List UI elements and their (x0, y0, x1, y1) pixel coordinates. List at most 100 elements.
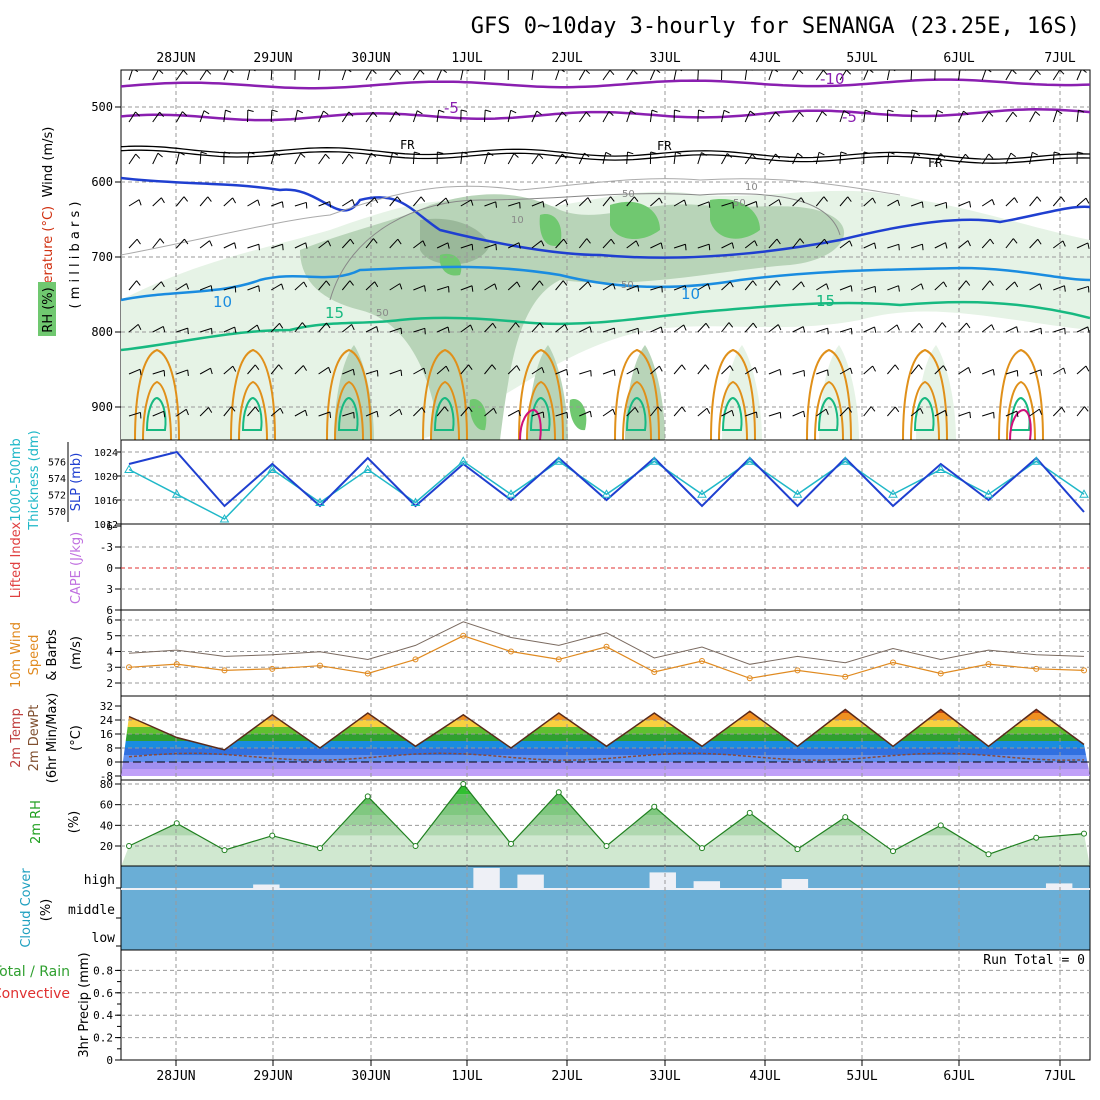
wind-barb-flag (376, 411, 379, 418)
wind-barb (1005, 326, 1017, 333)
wind-barb-flag (898, 244, 900, 251)
wind-barb (412, 110, 418, 123)
tick-label: -6 (100, 520, 113, 533)
tick-label: 800 (91, 325, 113, 339)
wind-barb-flag (754, 367, 758, 374)
contour-label-15b: 15 (816, 292, 835, 310)
wind-barb (318, 70, 321, 81)
wind-barb-flag (940, 70, 941, 71)
temp-band (121, 769, 1090, 776)
wind-barb (507, 281, 518, 291)
wind-barb (270, 322, 280, 333)
wind-barb-flag (468, 406, 473, 413)
contour-label-fr3: FR (928, 156, 943, 170)
lifted-index-panel: -6 -3 0 3 6 Lifted Index CAPE (J/kg) (9, 520, 1091, 617)
rh2m-marker (1081, 830, 1087, 837)
wind-barb-flag (1040, 369, 1043, 376)
wind-barb-flag (305, 242, 308, 249)
wind-barb (863, 242, 875, 249)
wind-barb (247, 285, 259, 291)
wind-barb (839, 407, 849, 417)
wind-barb-flag (163, 411, 166, 418)
wind-barb-flag (139, 369, 142, 376)
wind-barb-flag (271, 109, 278, 113)
wind-barb (294, 110, 298, 123)
upper-air-panel: 500 600 700 800 900 -10 -5 -5 FR FR FR 10 10… (38, 69, 1091, 441)
wind-barb (626, 240, 637, 249)
wind-barb-flag (516, 365, 521, 371)
wind-barb-flag (657, 406, 663, 412)
wind-barb-flag (707, 283, 711, 290)
wind-barb-flag (485, 109, 492, 113)
wind-barb (887, 406, 896, 417)
tick-label: 4 (106, 646, 113, 659)
tick-label: 24 (100, 714, 114, 727)
wind-barb-flag (989, 280, 994, 286)
wind-barb-flag (703, 70, 705, 71)
wind-barb-flag (658, 365, 663, 372)
wind-barb-flag (850, 285, 853, 292)
wind-axis-label: Wind (m/s) (41, 127, 56, 198)
rh2m-marker (126, 843, 132, 849)
wind-barb-flag (160, 197, 165, 204)
wind-barb (389, 327, 402, 333)
wind-barb (578, 281, 589, 291)
thickness-marker (410, 497, 421, 506)
wind-barb (673, 70, 677, 81)
wind-barb-flag (723, 109, 730, 114)
wind-barb-flag (655, 70, 661, 73)
wind-barb (981, 280, 991, 291)
wind-barb (673, 406, 683, 417)
precip-panel: 0.8 0.6 0.4 0.2 0 Run Total = 0 Total / Rain… (0, 949, 1091, 1067)
wind-barb (1005, 70, 1013, 81)
wind-barb-flag (513, 153, 519, 158)
wind-barb-flag (254, 364, 260, 371)
wind-barb (1076, 326, 1089, 333)
wind-barb (460, 243, 473, 249)
wind-barb (389, 111, 397, 123)
wind-barb (199, 151, 202, 165)
wind-barb-flag (937, 109, 944, 114)
wind-barb-flag (1061, 407, 1066, 413)
wind-barb (531, 240, 542, 249)
wind-barb-flag (752, 280, 757, 286)
wind-barb-flag (1059, 70, 1065, 75)
wind-barb (436, 242, 449, 249)
rh2m-marker (794, 846, 801, 853)
wind-barb-flag (965, 280, 971, 286)
wind-barb-flag (325, 153, 330, 159)
rh-column (431, 345, 471, 440)
wind-barb (507, 365, 518, 375)
thickness-marker (888, 489, 898, 498)
wind-barb-flag (605, 151, 612, 156)
wind-barb-flag (942, 365, 947, 372)
thickness-marker (983, 489, 994, 498)
wind-barb-flag (679, 70, 683, 72)
wind-barb (223, 110, 226, 123)
wind-barb (389, 408, 400, 417)
wind10m-marker (842, 673, 849, 680)
wind-barb-flag (752, 322, 758, 329)
wind-barb-flag (564, 324, 569, 331)
wind-barb (745, 201, 757, 207)
wind-barb (341, 280, 351, 291)
wind-barb-flag (1036, 70, 1041, 76)
wind-barb (389, 152, 394, 165)
wind-barb-flag (729, 365, 734, 371)
wind-barb-flag (944, 410, 948, 417)
thickness-marker (362, 464, 373, 473)
temp-band (121, 762, 1090, 769)
wind-barb-flag (444, 406, 449, 412)
wind-barb-flag (991, 324, 995, 331)
wind-barb (247, 243, 260, 249)
wind-barb-flag (756, 411, 758, 419)
wind-barb-flag (417, 110, 423, 115)
wind-barb (697, 322, 707, 333)
wind-barb (484, 283, 496, 291)
wind-barb-flag (252, 70, 256, 72)
wind-barb-flag (179, 151, 185, 156)
rh-legend-swatch (38, 282, 56, 336)
wind-barb (1029, 70, 1037, 81)
wind-barb (460, 70, 464, 81)
wind-barb (744, 367, 756, 375)
